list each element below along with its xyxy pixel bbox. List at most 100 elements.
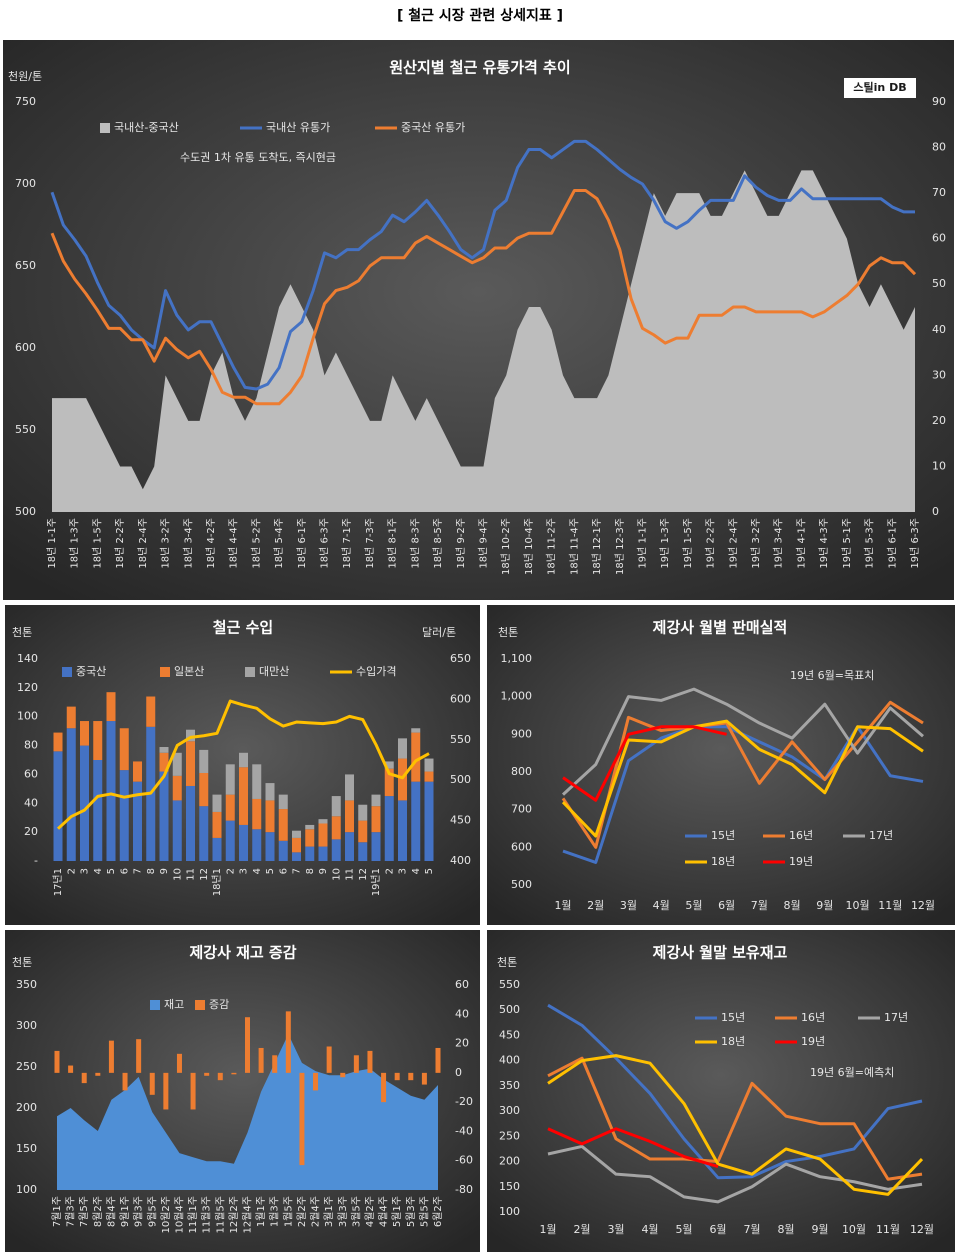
x-tick-label: 1월5주: [282, 1196, 294, 1227]
bar: [136, 1039, 142, 1073]
bar: [424, 771, 434, 782]
bar: [367, 1050, 373, 1073]
bar: [212, 811, 222, 838]
bar: [305, 824, 315, 830]
bar: [292, 837, 301, 853]
x-tick-label: 4월2주: [364, 1196, 376, 1227]
bar: [199, 749, 209, 773]
y-tick-label: 140: [17, 652, 38, 665]
chart-title: 원산지별 철근 유통가격 추이: [389, 59, 570, 77]
y-axis-label: 천원/톤: [8, 69, 42, 83]
bar: [252, 829, 262, 861]
bar: [93, 721, 103, 760]
legend-swatch: [195, 1000, 205, 1010]
x-tick-label: 2월2주: [296, 1196, 308, 1227]
bar: [53, 732, 63, 752]
y2-tick-label: 500: [450, 773, 471, 786]
x-tick-label: 19년 4-1주: [795, 518, 807, 569]
bar: [190, 1072, 196, 1110]
x-tick-label: 18년 9-4주: [478, 518, 490, 569]
x-tick-label: 19년 5-3주: [864, 518, 876, 569]
y2-tick-label: 10: [932, 459, 946, 472]
x-tick-label: 3월1주: [323, 1196, 335, 1227]
line: [547, 1127, 719, 1169]
bar: [106, 692, 116, 722]
x-tick-label: 6: [119, 868, 130, 874]
chart-title: 철근 수입: [213, 619, 273, 637]
y2-tick-label: 20: [455, 1037, 469, 1050]
y2-tick-label: 90: [932, 95, 946, 108]
logo-box: [844, 78, 916, 98]
x-tick-label: 11월5주: [214, 1196, 226, 1234]
y2-tick-label: -20: [455, 1095, 473, 1108]
y-tick-label: 650: [15, 259, 36, 272]
x-tick-label: 19년 3-2주: [750, 518, 762, 569]
bar: [411, 781, 421, 861]
bar: [371, 832, 381, 861]
x-tick-label: 7월5주: [78, 1196, 90, 1227]
line: [547, 1003, 923, 1180]
bar: [398, 800, 407, 861]
y-tick-label: 600: [511, 840, 532, 853]
bar: [331, 796, 341, 817]
x-tick-label: 4월: [653, 899, 670, 912]
x-tick-label: 6월: [718, 899, 735, 912]
x-tick-label: 2월4주: [310, 1196, 322, 1227]
bar: [318, 846, 328, 861]
bar: [272, 1055, 278, 1073]
line: [561, 719, 924, 838]
x-tick-label: 9월3주: [133, 1196, 145, 1227]
x-tick-label: 10월: [845, 899, 869, 912]
legend-label: 중국산: [76, 665, 106, 678]
x-tick-label: 9월1주: [119, 1196, 131, 1227]
y-tick-label: 150: [499, 1180, 520, 1193]
bar: [421, 1072, 427, 1085]
y2-axis-label: 달러/톤: [422, 626, 456, 639]
y-axis-label: 천톤: [497, 955, 517, 969]
x-tick-label: 10: [172, 868, 183, 881]
y-axis-label: 천톤: [12, 955, 32, 969]
bar: [345, 774, 354, 801]
chart-title: 제강사 재고 증감: [189, 944, 296, 962]
bar: [411, 728, 421, 733]
x-tick-label: 3: [80, 868, 91, 874]
x-tick-label: 19년 3-4주: [773, 518, 785, 569]
legend-label: 수입가격: [356, 665, 396, 678]
y2-tick-label: -80: [455, 1183, 473, 1196]
y-axis-label: 천톤: [498, 625, 518, 639]
bar: [398, 758, 407, 801]
bar: [265, 783, 275, 801]
line: [547, 1054, 924, 1196]
x-tick-label: 18년 7-1주: [341, 518, 353, 569]
legend-label: 국내산 유통가: [266, 121, 330, 134]
y-tick-label: 800: [511, 765, 532, 778]
x-tick-label: 9: [318, 868, 329, 874]
x-tick-label: 19년 1-5주: [682, 518, 694, 569]
bar: [225, 764, 235, 795]
x-tick-label: 5월3주: [405, 1196, 417, 1227]
bar: [106, 721, 116, 861]
bar: [305, 829, 315, 847]
bar: [186, 729, 195, 742]
x-tick-label: 18년 10-4주: [523, 518, 535, 575]
bar: [212, 794, 222, 812]
y-tick-label: 500: [499, 1003, 520, 1016]
x-tick-label: 10: [331, 868, 342, 881]
x-tick-label: 10월: [842, 1223, 866, 1236]
bar: [305, 846, 315, 861]
y-tick-label: 250: [499, 1129, 520, 1142]
x-tick-label: 8월: [777, 1223, 794, 1236]
y-tick-label: 100: [17, 710, 38, 723]
bar: [93, 760, 103, 861]
y-tick-label: 600: [15, 341, 36, 354]
y2-tick-label: -60: [455, 1154, 473, 1167]
legend-label: 대만산: [259, 665, 289, 678]
x-tick-label: 4: [411, 868, 422, 874]
legend-label: 15년: [711, 829, 735, 842]
x-tick-label: 2: [66, 868, 77, 874]
bar: [331, 816, 341, 840]
x-tick-label: 19년 6-1주: [886, 518, 898, 569]
bar: [239, 824, 248, 861]
x-tick-label: 18년1: [211, 868, 223, 896]
x-tick-label: 10월4주: [173, 1196, 185, 1234]
